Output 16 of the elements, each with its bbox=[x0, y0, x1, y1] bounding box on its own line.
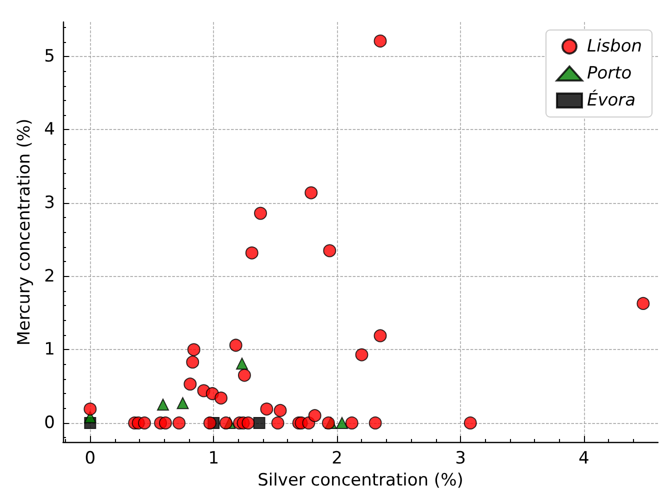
y-tick-label: 5 bbox=[44, 46, 55, 66]
legend-label: Lisbon bbox=[586, 36, 642, 56]
x-tick-label: 3 bbox=[455, 448, 466, 468]
y-tick-label: 4 bbox=[44, 120, 55, 140]
y-tick-label: 3 bbox=[44, 193, 55, 214]
legend-label: Porto bbox=[586, 64, 632, 84]
y-tick-label: 2 bbox=[44, 266, 55, 286]
x-tick-label: 2 bbox=[332, 448, 342, 468]
y-tick-label: 1 bbox=[44, 340, 55, 360]
y-axis-title: Mercury concentration (%) bbox=[14, 118, 34, 346]
x-tick-label: 4 bbox=[578, 448, 590, 468]
x-tick-label: 1 bbox=[208, 448, 220, 468]
y-tick-label: 0 bbox=[44, 412, 55, 433]
legend-label: Évora bbox=[586, 90, 636, 110]
x-tick-label: 0 bbox=[84, 448, 96, 468]
x-axis-title: Silver concentration (%) bbox=[258, 470, 464, 490]
